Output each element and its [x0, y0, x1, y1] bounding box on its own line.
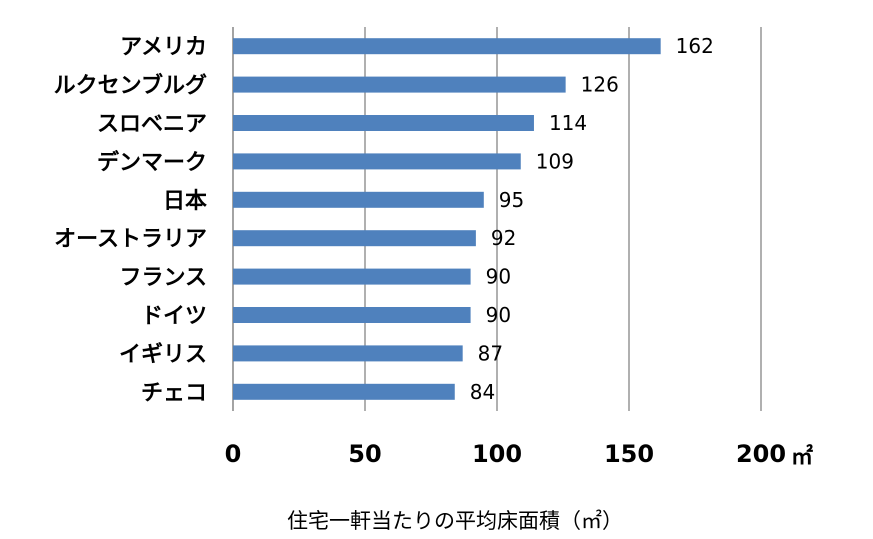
- x-tick-label-2: 100: [472, 440, 522, 468]
- data-label-9: 84: [470, 380, 495, 404]
- category-label-2: スロベニア: [97, 112, 207, 137]
- x-unit-label: ㎡: [791, 444, 813, 470]
- x-axis-title: 住宅一軒当たりの平均床面積（㎡）: [287, 509, 623, 533]
- category-label-5: オーストラリア: [54, 227, 207, 252]
- data-label-2: 114: [549, 111, 587, 135]
- category-label-3: デンマーク: [97, 149, 207, 175]
- category-label-4: 日本: [163, 189, 207, 214]
- bar-7: [233, 307, 471, 323]
- bar-8: [233, 345, 463, 362]
- bar-0: [233, 38, 661, 55]
- bar-4: [233, 191, 484, 208]
- data-label-6: 90: [486, 265, 511, 289]
- bar-1: [233, 76, 566, 93]
- bar-9: [233, 383, 455, 400]
- bar-2: [233, 115, 534, 131]
- data-label-3: 109: [536, 149, 574, 173]
- category-label-8: イギリス: [119, 342, 207, 367]
- x-tick-label-1: 50: [348, 440, 381, 468]
- data-label-7: 90: [486, 303, 511, 327]
- bar-6: [233, 268, 471, 285]
- category-label-9: チェコ: [141, 381, 207, 406]
- bar-3: [233, 153, 521, 170]
- bar-5: [233, 230, 476, 247]
- category-label-1: ルクセンブルグ: [54, 73, 207, 99]
- bars: [233, 38, 661, 400]
- category-label-6: フランス: [119, 266, 207, 291]
- x-tick-label-0: 0: [225, 440, 242, 468]
- data-label-5: 92: [491, 226, 516, 250]
- data-label-4: 95: [499, 188, 524, 212]
- data-label-0: 162: [676, 34, 714, 58]
- data-label-1: 126: [581, 73, 619, 97]
- category-labels: アメリカルクセンブルグスロベニアデンマーク日本オーストラリアフランスドイツイギリ…: [54, 35, 207, 406]
- category-label-0: アメリカ: [120, 35, 207, 60]
- x-tick-label-4: 200: [736, 440, 786, 468]
- data-labels: 162 126 114 109 95 92 90 90 87 84: [470, 34, 714, 404]
- x-tick-label-3: 150: [604, 440, 654, 468]
- data-label-8: 87: [478, 341, 503, 365]
- x-tick-labels: 0 50 100 150 200: [225, 440, 786, 468]
- category-label-7: ドイツ: [141, 304, 207, 329]
